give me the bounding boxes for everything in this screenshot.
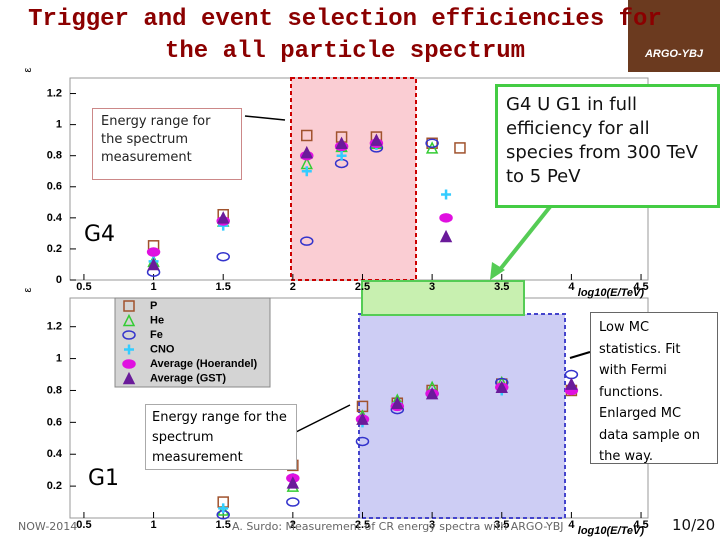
x-tick-label: 2.5 [355,519,370,531]
y-tick-label: 1 [56,352,62,364]
x-tick-label: 2.5 [355,281,370,293]
marker [122,330,136,340]
x-tick-label: 3 [429,281,435,293]
footer: A. Surdo: Measurement of CR energy spect… [232,520,564,533]
arrow [295,404,351,433]
y-tick-label: 1.2 [47,321,62,333]
x-tick-label: 1 [151,281,157,293]
marker [124,344,134,355]
marker [122,371,136,385]
marker [335,136,348,150]
y-axis-label: ε [22,287,34,292]
panel-label: G4 [84,222,116,247]
x-tick-label: 3 [429,519,435,531]
x-tick-label: 1.5 [216,281,231,293]
marker [301,129,313,142]
x-tick-label: 2 [290,519,296,531]
marker [355,436,370,447]
y-tick-label: 0.4 [47,448,63,460]
logo-bg [628,0,720,72]
y-tick-label: 0 [56,274,62,286]
x-tick-label: 4 [568,519,575,531]
arrow [569,351,591,359]
union-range [361,280,525,316]
x-tick-label: 3.5 [494,281,509,293]
marker [122,313,136,327]
marker [425,386,439,400]
slide-title: Trigger and event selection efficiencies… [28,6,662,65]
marker [146,247,161,257]
marker [301,166,312,177]
marker [216,503,230,516]
marker [495,380,508,394]
marker [216,211,230,224]
logo: ARGO-YBJ [644,48,704,60]
marker [286,497,300,507]
marker [425,138,439,149]
footer: NOW-2014 [18,520,78,533]
x-axis-label: log10(E/TeV) [578,525,645,537]
y-tick-label: 0.2 [47,243,62,255]
y-tick-label: 0.8 [47,384,62,396]
marker [147,257,160,271]
marker [439,229,453,243]
marker [454,142,466,154]
marker [300,145,313,159]
marker [425,141,439,154]
marker [370,133,383,146]
marker [123,300,135,312]
text-box: Energy range for the spectrum measuremen… [92,108,242,180]
legend-label: Fe [150,329,163,341]
y-tick-label: 0.8 [47,150,62,162]
marker [426,137,438,150]
panel-label: G1 [88,466,120,491]
arrow [244,115,286,121]
text-box: Energy range for the spectrum measuremen… [145,404,297,470]
marker [356,412,369,425]
x-axis-label: log10(E/TeV) [578,287,645,299]
range-highlight [358,313,566,519]
x-tick-label: 1.5 [216,519,231,531]
marker [565,377,578,390]
x-tick-label: 4.5 [633,519,648,531]
marker [218,503,229,514]
marker [441,189,452,200]
marker [336,150,347,161]
y-tick-label: 0.6 [47,181,62,193]
x-tick-label: 1 [151,519,157,531]
legend-label: Average (GST) [150,372,226,384]
marker [122,359,136,369]
union-box: G4 U G1 in full efficiency for all speci… [495,84,720,208]
y-tick-label: 1 [56,119,62,131]
marker [216,251,230,262]
legend-label: P [150,300,157,312]
y-axis-label: ε [22,67,34,72]
y-tick-label: 0.2 [47,480,62,492]
marker [286,476,300,489]
y-tick-label: 0.6 [47,416,62,428]
y-tick-label: 1.2 [47,87,62,99]
x-tick-label: 4 [568,281,575,293]
x-tick-label: 4.5 [633,281,648,293]
x-tick-label: 0.5 [76,519,91,531]
x-tick-label: 3.5 [494,519,509,531]
marker [391,396,404,409]
x-tick-label: 2 [290,281,296,293]
legend-box [114,297,271,388]
legend-label: He [150,314,164,326]
marker [300,236,314,246]
legend-label: Average (Hoerandel) [150,358,258,370]
range-highlight [290,77,417,281]
legend-label: CNO [150,343,175,355]
note-box: Low MC statistics. Fit with Fermi functi… [590,312,718,464]
arrowhead [490,262,505,280]
x-tick-label: 0.5 [76,281,91,293]
marker [439,213,453,223]
page-number: 10/20 [672,516,716,534]
y-tick-label: 0.4 [47,212,63,224]
